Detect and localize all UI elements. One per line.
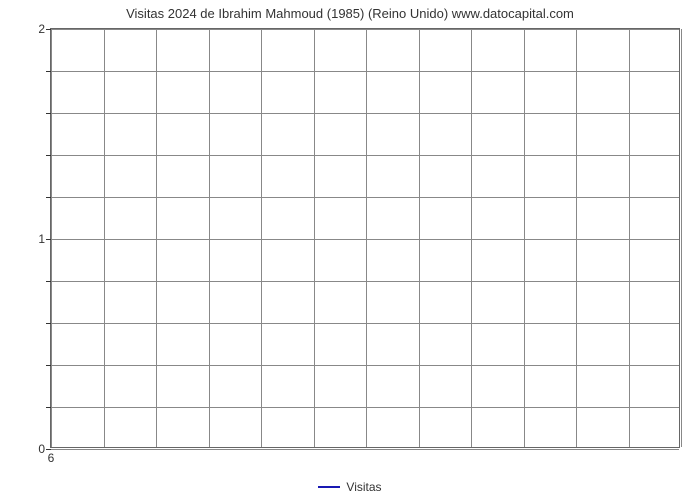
gridline-horizontal bbox=[51, 29, 679, 30]
gridline-horizontal bbox=[51, 407, 679, 408]
y-tick-mark bbox=[46, 113, 51, 114]
y-tick-mark bbox=[46, 281, 51, 282]
gridline-horizontal bbox=[51, 71, 679, 72]
y-tick-mark bbox=[46, 239, 51, 240]
plot-area: 0126 bbox=[50, 28, 680, 448]
gridline-vertical bbox=[209, 29, 210, 447]
gridline-horizontal bbox=[51, 323, 679, 324]
gridline-vertical bbox=[576, 29, 577, 447]
gridline-vertical bbox=[471, 29, 472, 447]
y-tick-mark bbox=[46, 323, 51, 324]
gridline-horizontal bbox=[51, 449, 679, 450]
gridline-horizontal bbox=[51, 365, 679, 366]
x-tick-label: 6 bbox=[48, 451, 55, 465]
gridline-vertical bbox=[681, 29, 682, 447]
gridline-vertical bbox=[51, 29, 52, 447]
y-tick-mark bbox=[46, 71, 51, 72]
y-tick-label: 1 bbox=[38, 232, 45, 246]
y-tick-mark bbox=[46, 155, 51, 156]
y-tick-mark bbox=[46, 407, 51, 408]
gridline-vertical bbox=[524, 29, 525, 447]
legend-label: Visitas bbox=[346, 480, 381, 494]
y-tick-mark bbox=[46, 29, 51, 30]
gridline-vertical bbox=[419, 29, 420, 447]
gridline-vertical bbox=[314, 29, 315, 447]
gridline-horizontal bbox=[51, 155, 679, 156]
gridline-horizontal bbox=[51, 281, 679, 282]
legend: Visitas bbox=[0, 479, 700, 494]
gridline-vertical bbox=[261, 29, 262, 447]
legend-line-icon bbox=[318, 486, 340, 488]
y-tick-mark bbox=[46, 197, 51, 198]
gridline-horizontal bbox=[51, 197, 679, 198]
gridline-horizontal bbox=[51, 239, 679, 240]
gridline-vertical bbox=[156, 29, 157, 447]
y-tick-label: 2 bbox=[38, 22, 45, 36]
gridline-vertical bbox=[366, 29, 367, 447]
y-tick-mark bbox=[46, 449, 51, 450]
gridline-vertical bbox=[104, 29, 105, 447]
chart-title: Visitas 2024 de Ibrahim Mahmoud (1985) (… bbox=[0, 6, 700, 21]
chart-container: Visitas 2024 de Ibrahim Mahmoud (1985) (… bbox=[0, 0, 700, 500]
y-tick-label: 0 bbox=[38, 442, 45, 456]
gridline-horizontal bbox=[51, 113, 679, 114]
y-tick-mark bbox=[46, 365, 51, 366]
gridline-vertical bbox=[629, 29, 630, 447]
